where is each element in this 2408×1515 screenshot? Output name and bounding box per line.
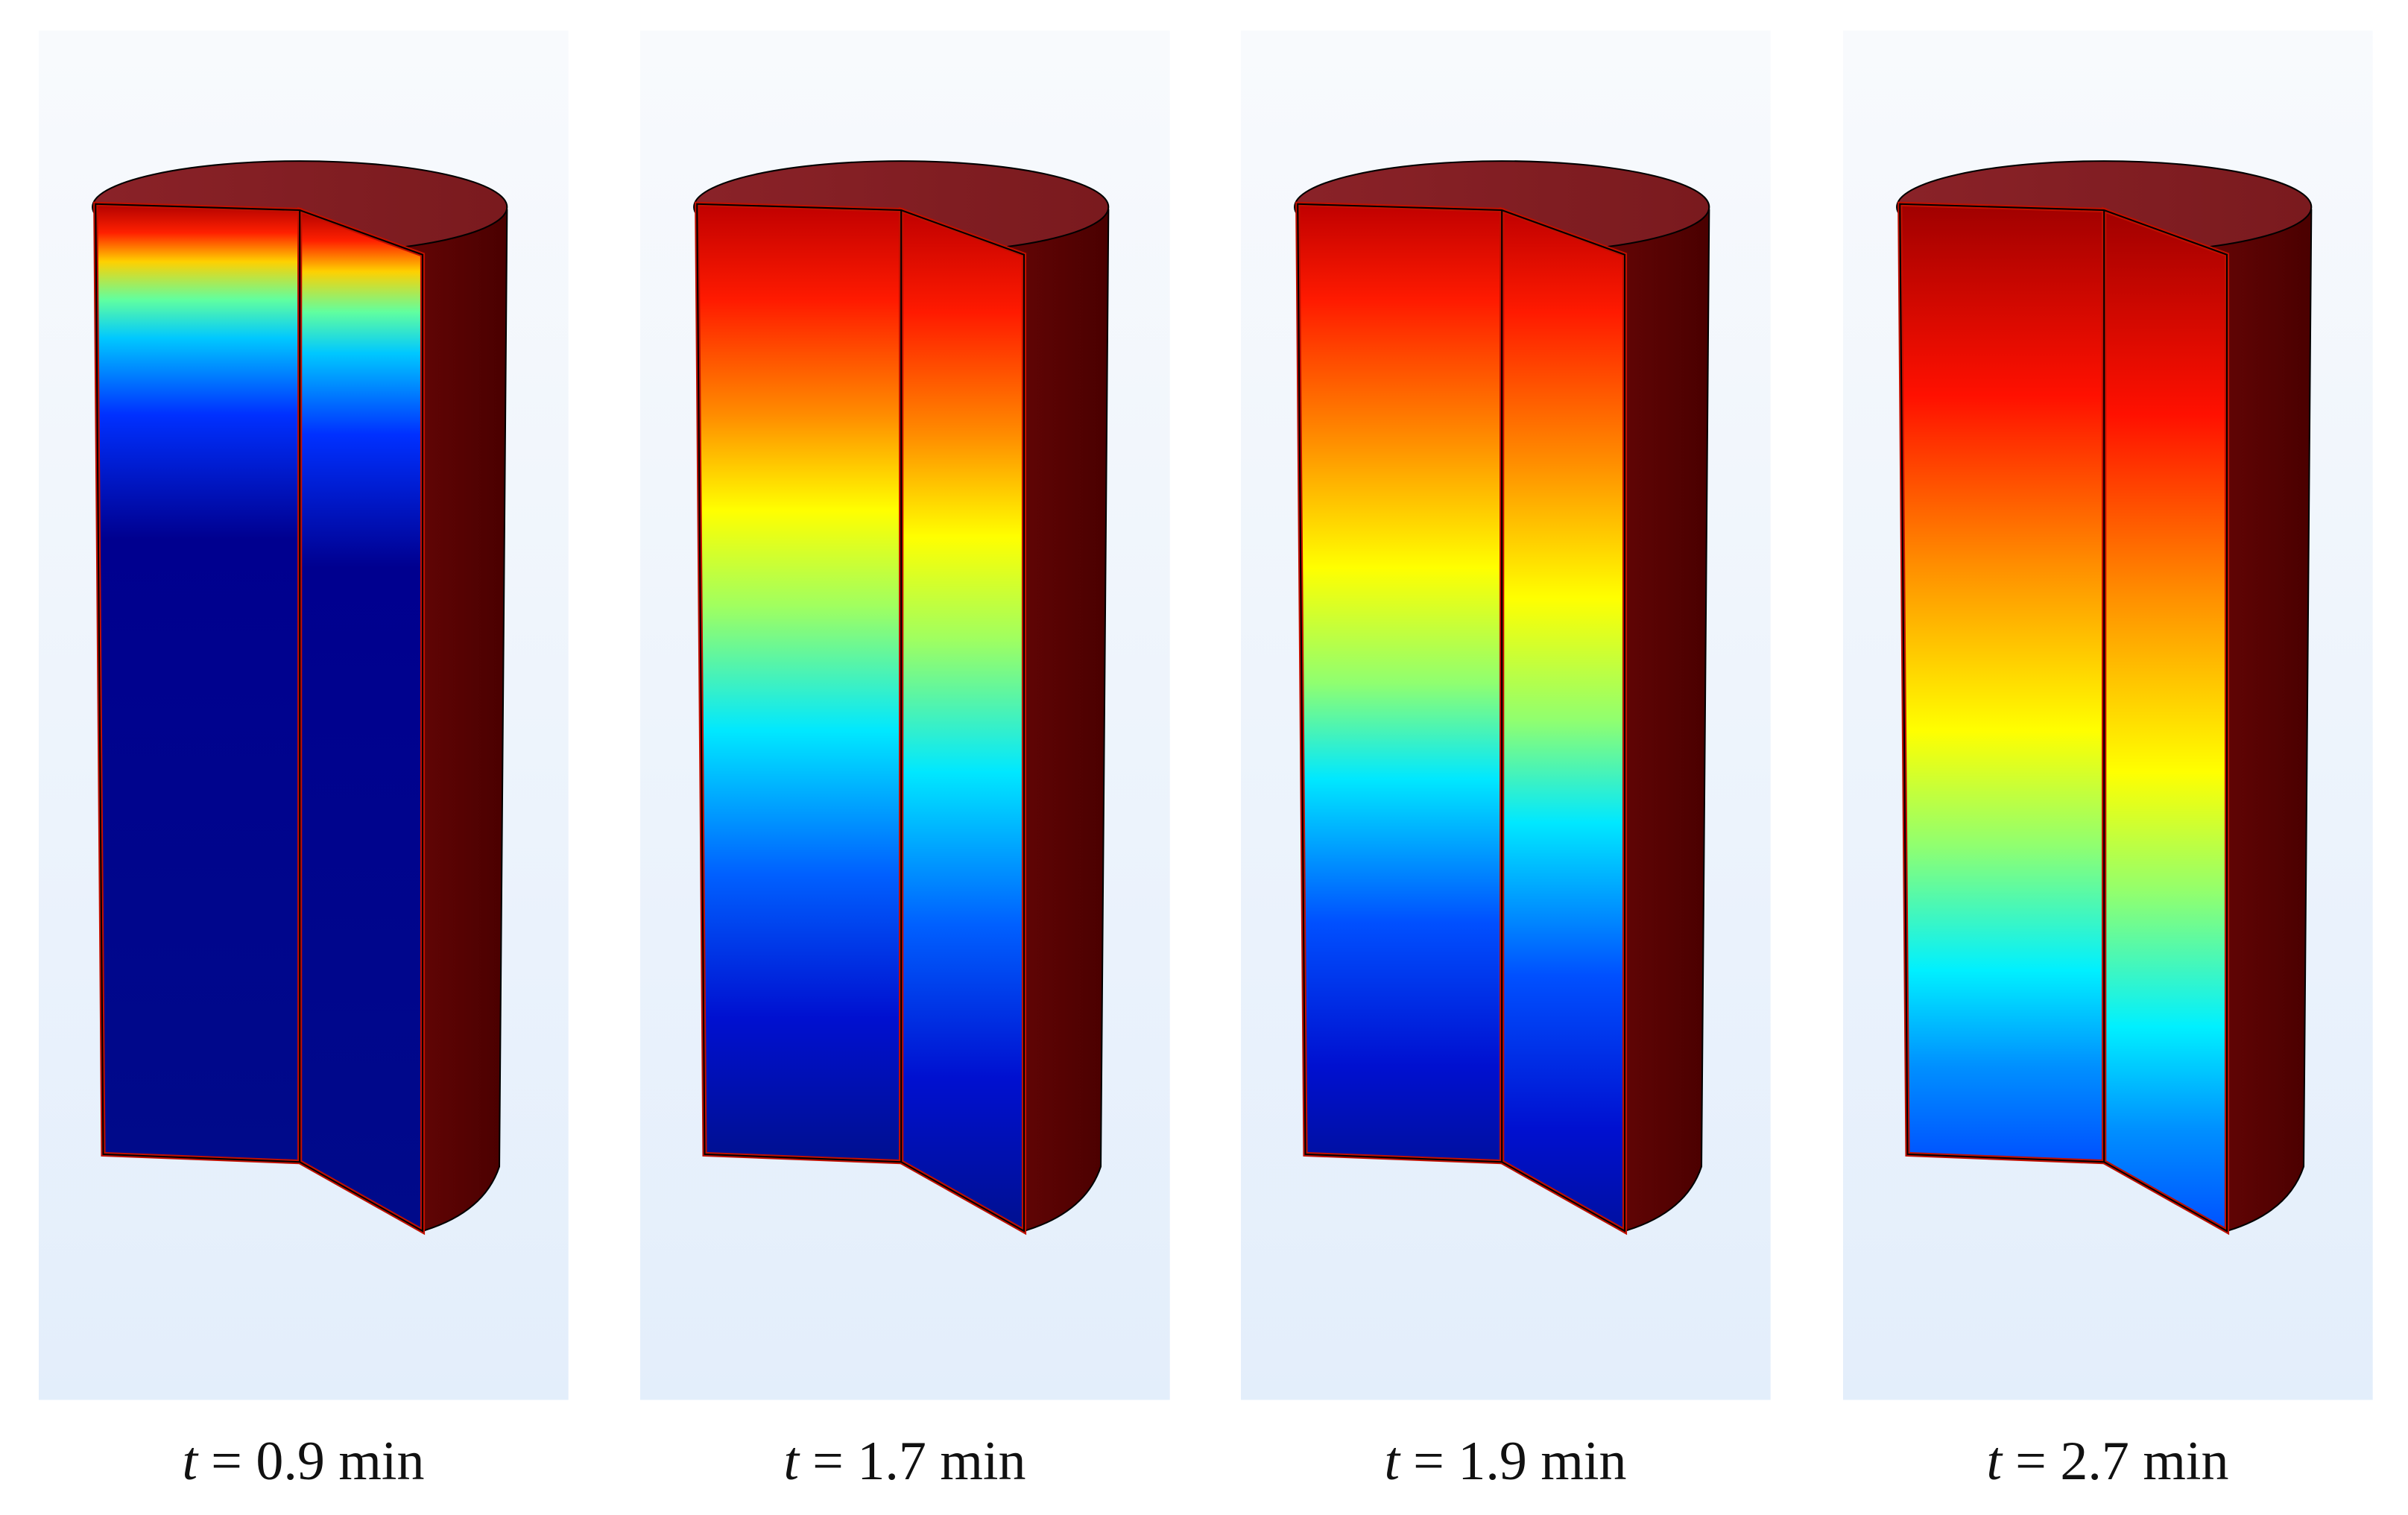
edges (696, 203, 1026, 1233)
cut-face-right (2102, 206, 2230, 1236)
cut-face-right (297, 206, 426, 1236)
caption-text: = 0.9 min (211, 1431, 424, 1492)
caption: t = 1.7 min (784, 1431, 1026, 1492)
cut-face-left (1295, 201, 1505, 1165)
cylinder-render (92, 160, 508, 1236)
cut-face-left (695, 201, 904, 1165)
caption: t = 1.9 min (1385, 1431, 1627, 1492)
caption-symbol: t (1385, 1431, 1402, 1492)
cylinder-render (1896, 160, 2313, 1236)
caption-text: = 1.7 min (812, 1431, 1026, 1492)
caption: t = 2.7 min (1987, 1431, 2229, 1492)
panel (39, 31, 569, 1400)
caption-text: = 1.9 min (1413, 1431, 1626, 1492)
cut-face-right (899, 206, 1027, 1236)
caption-text: = 2.7 min (2015, 1431, 2228, 1492)
caption-symbol: t (183, 1431, 200, 1492)
cut-face-left (1897, 201, 2107, 1165)
cylinder-render (1294, 160, 1710, 1236)
edges (1899, 203, 2228, 1233)
edges (1297, 203, 1626, 1233)
caption-symbol: t (1987, 1431, 2004, 1492)
edges (95, 203, 424, 1233)
caption: t = 0.9 min (183, 1431, 425, 1492)
cylinder-render (693, 160, 1110, 1236)
panel (640, 31, 1170, 1400)
panel (1843, 31, 2373, 1400)
cut-face-left (93, 201, 303, 1165)
cut-face-right (1500, 206, 1628, 1236)
panel (1241, 31, 1771, 1400)
caption-symbol: t (784, 1431, 801, 1492)
